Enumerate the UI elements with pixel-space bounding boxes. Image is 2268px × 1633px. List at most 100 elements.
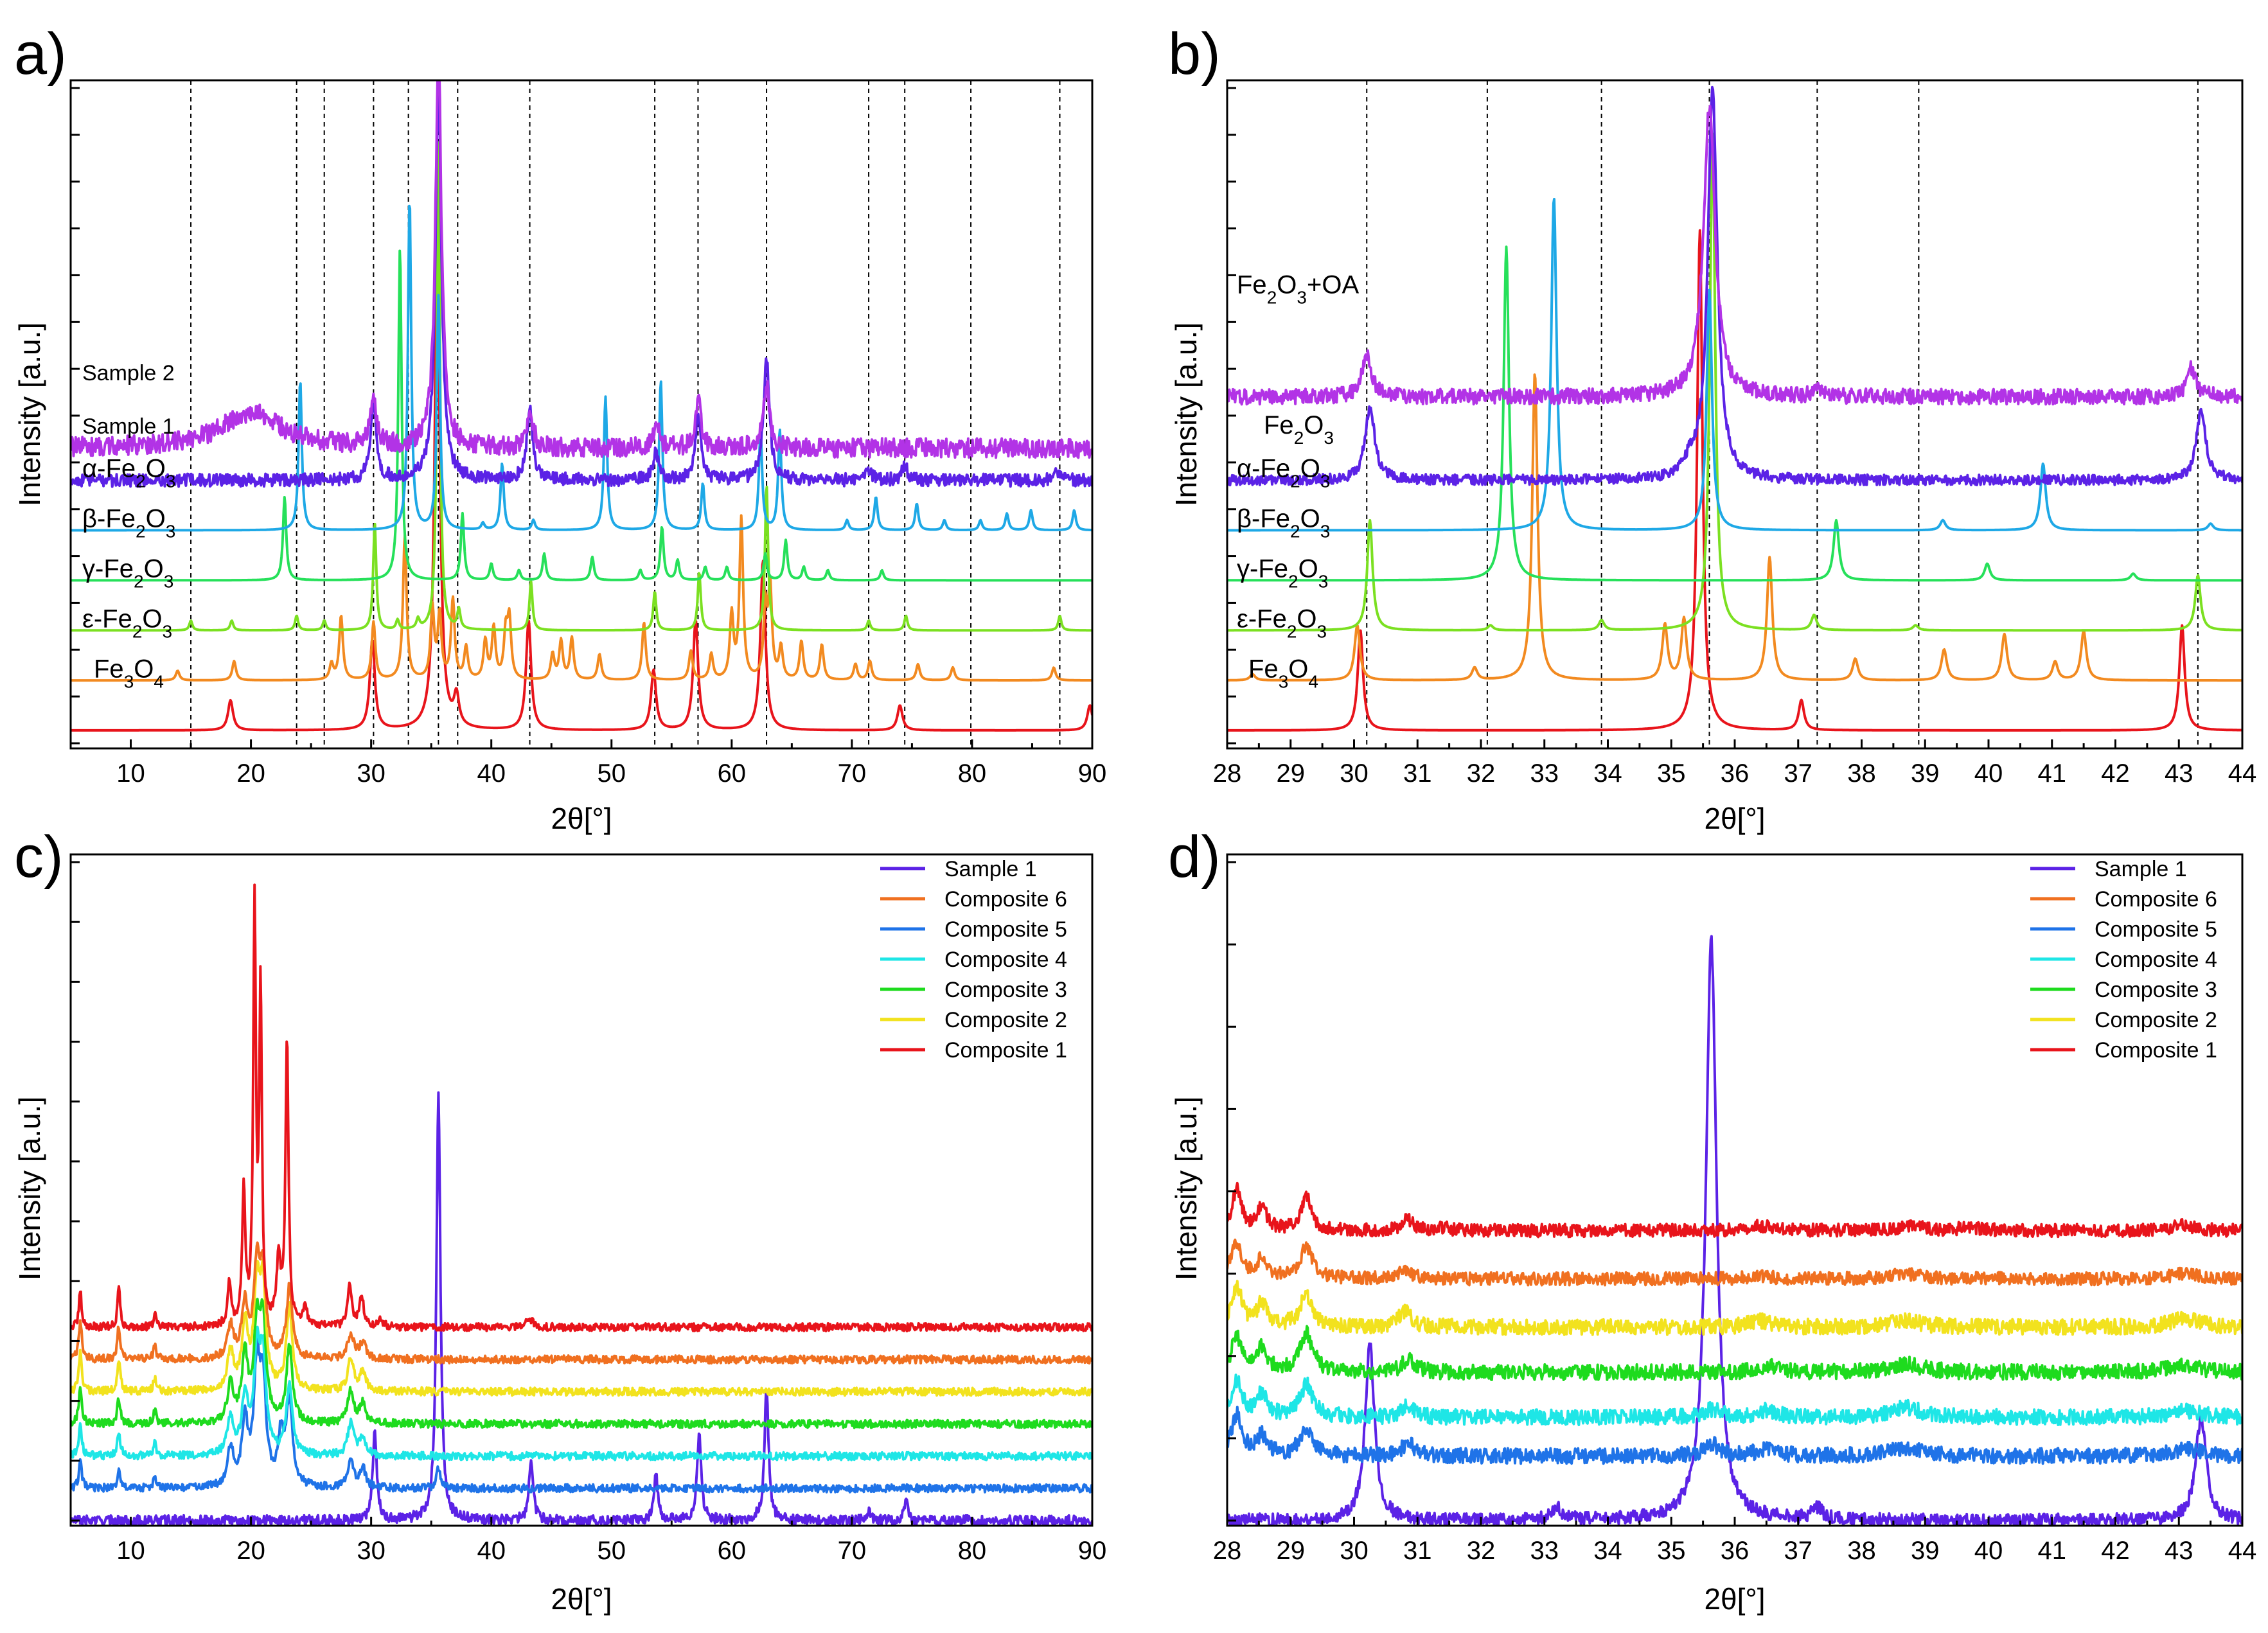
- panel-d-legend-entry: Composite 6: [2095, 887, 2217, 912]
- panel-b-trace-fe2o3-oa: [1227, 105, 2242, 406]
- panel-b-x-tick-label: 31: [1403, 759, 1432, 788]
- panel-d-x-tick-label: 35: [1657, 1537, 1686, 1565]
- panel-b-x-tick-label: 38: [1847, 759, 1876, 788]
- panel-c-trace-composite-6: [71, 1241, 1092, 1365]
- panel-c-legend-entry: Composite 4: [944, 948, 1067, 972]
- panel-b-trace--fe2o3: [1227, 132, 2242, 632]
- panel-b-x-tick-label: 29: [1277, 759, 1306, 788]
- panel-d-x-tick-label: 36: [1721, 1537, 1750, 1565]
- panel-b-label--fe2o3: β-Fe2O3: [1237, 505, 1330, 542]
- panel-d-x-tick-label: 44: [2228, 1537, 2257, 1565]
- panel-a-trace--fe2o3: [71, 514, 1092, 682]
- panel-b-x-tick-label: 32: [1467, 759, 1496, 788]
- panel-b-x-tick-label: 28: [1213, 759, 1242, 788]
- panel-c-x-tick-label: 90: [1078, 1537, 1107, 1565]
- panel-c-trace-composite-3: [71, 1298, 1092, 1429]
- panel-b-trace--fe2o3: [1227, 373, 2242, 682]
- panel-b-label--fe2o3: ε-Fe2O3: [1237, 605, 1327, 642]
- panel-b-x-axis-title: 2θ[°]: [1704, 802, 1765, 835]
- panel-a-trace-sample-1: [71, 91, 1092, 488]
- panel-c-x-axis-title: 2θ[°]: [551, 1582, 612, 1616]
- panel-b-x-tick-label: 40: [1974, 759, 2003, 788]
- panel-a-plot-frame: [69, 79, 1094, 750]
- panel-d-trace-composite-4: [1227, 1373, 2242, 1427]
- panel-b-trace-fe3o4: [1227, 229, 2242, 732]
- panel-a-x-tick-label: 10: [116, 759, 145, 788]
- panel-a-label--fe2o3: γ-Fe2O3: [82, 555, 173, 592]
- panel-d-x-tick-label: 31: [1403, 1537, 1432, 1565]
- panel-c-x-tick-label: 70: [838, 1537, 867, 1565]
- panel-d-trace-composite-6: [1227, 1239, 2242, 1287]
- panel-b-label-fe2o3-oa: Fe2O3+OA: [1237, 271, 1359, 308]
- panel-d-legend-entry: Composite 1: [2095, 1038, 2217, 1063]
- panel-d-x-tick-label: 43: [2165, 1537, 2193, 1565]
- panel-a-x-tick-label: 90: [1078, 759, 1107, 788]
- panel-a-label--fe2o3: ε-Fe2O3: [82, 605, 172, 642]
- panel-a-x-tick-label: 40: [477, 759, 506, 788]
- panel-d-trace-composite-3: [1227, 1325, 2242, 1381]
- panel-b-y-axis-title: Intensity [a.u.]: [1169, 322, 1203, 506]
- panel-d-x-tick-label: 37: [1784, 1537, 1813, 1565]
- panel-b-label--fe2o3: α-Fe2O3: [1237, 455, 1330, 491]
- panel-d: d) 28 29 30 31 32 33 34 35 36 37 38 39 40 41 42 43 44 Sa…: [1168, 824, 2256, 1616]
- panel-b-x-tick-label: 39: [1911, 759, 1940, 788]
- panel-a-trace-sample-2: [71, 80, 1092, 459]
- panel-d-x-tick-label: 28: [1213, 1537, 1242, 1565]
- panel-b-x-tick-label: 33: [1530, 759, 1559, 788]
- panel-d-trace-composite-2: [1227, 1280, 2242, 1336]
- panel-a-x-tick-label: 80: [958, 759, 987, 788]
- panel-d-x-tick-label: 29: [1277, 1537, 1306, 1565]
- panel-c-trace-composite-1: [71, 883, 1092, 1332]
- panel-d-trace-sample-1: [1227, 935, 2242, 1526]
- panel-a-letter: a): [14, 21, 67, 87]
- panel-d-plot-frame: [1226, 853, 2244, 1527]
- panel-b-x-tick-label: 34: [1593, 759, 1622, 788]
- panel-a: a) Fe3O4 ε-Fe2O3 γ-Fe2O3 β-Fe2O3 α-Fe2O3 Samp…: [13, 21, 1106, 835]
- panel-c-trace-composite-2: [71, 1258, 1092, 1397]
- panel-d-legend-entry: Composite 2: [2095, 1008, 2217, 1032]
- panel-b-trace-fe2o3: [1227, 85, 2242, 487]
- panel-c-x-tick-label: 20: [236, 1537, 265, 1565]
- panel-d-x-tick-label: 38: [1847, 1537, 1876, 1565]
- panel-c-trace-composite-5: [71, 1337, 1092, 1494]
- panel-c-x-tick-label: 40: [477, 1537, 506, 1565]
- panel-a-x-tick-label: 30: [357, 759, 385, 788]
- panel-a-trace--fe2o3: [71, 204, 1092, 532]
- panel-c-letter: c): [14, 824, 64, 890]
- panel-a-label-sample-1: Sample 1: [82, 414, 175, 439]
- panel-d-legend-entry: Composite 5: [2095, 917, 2217, 942]
- panel-b-x-tick-label: 43: [2165, 759, 2193, 788]
- panel-d-x-tick-label: 41: [2038, 1537, 2067, 1565]
- panel-c-legend-entry: Composite 2: [944, 1008, 1067, 1032]
- panel-b-plot-frame: [1226, 79, 2244, 750]
- panel-d-x-tick-label: 40: [1974, 1537, 2003, 1565]
- panel-a-label--fe2o3: β-Fe2O3: [82, 505, 175, 542]
- panel-b-label-fe3o4: Fe3O4: [1248, 655, 1318, 692]
- panel-b-x-tick-label: 42: [2101, 759, 2130, 788]
- panel-a-x-tick-label: 70: [838, 759, 867, 788]
- panel-d-x-tick-label: 30: [1340, 1537, 1369, 1565]
- panel-b-x-tick-label: 44: [2228, 759, 2257, 788]
- panel-b-trace--fe2o3: [1227, 245, 2242, 582]
- panel-c-x-tick-label: 60: [718, 1537, 747, 1565]
- panel-a-y-axis-title: Intensity [a.u.]: [13, 322, 46, 506]
- panel-a-trace--fe2o3: [71, 249, 1092, 582]
- panel-c-legend-entry: Sample 1: [944, 857, 1037, 881]
- panel-c-legend-entry: Composite 3: [944, 978, 1067, 1002]
- panel-c-x-tick-label: 10: [116, 1537, 145, 1565]
- panel-a-trace-fe3o4: [71, 231, 1092, 732]
- panel-d-legend-entry: Composite 4: [2095, 948, 2217, 972]
- panel-c-legend-entry: Composite 6: [944, 887, 1067, 912]
- panel-a-label-sample-2: Sample 2: [82, 361, 175, 385]
- panel-a-trace--fe2o3: [71, 141, 1092, 632]
- panel-c-x-tick-label: 80: [958, 1537, 987, 1565]
- panel-d-x-tick-label: 42: [2101, 1537, 2130, 1565]
- panel-c-legend-entry: Composite 5: [944, 917, 1067, 942]
- panel-c-x-tick-label: 30: [357, 1537, 385, 1565]
- panel-a-label-fe3o4: Fe3O4: [94, 655, 164, 692]
- panel-b-letter: b): [1168, 21, 1221, 87]
- panel-d-x-tick-label: 39: [1911, 1537, 1940, 1565]
- panel-d-trace-composite-1: [1227, 1181, 2242, 1239]
- panel-d-x-axis-title: 2θ[°]: [1704, 1582, 1765, 1616]
